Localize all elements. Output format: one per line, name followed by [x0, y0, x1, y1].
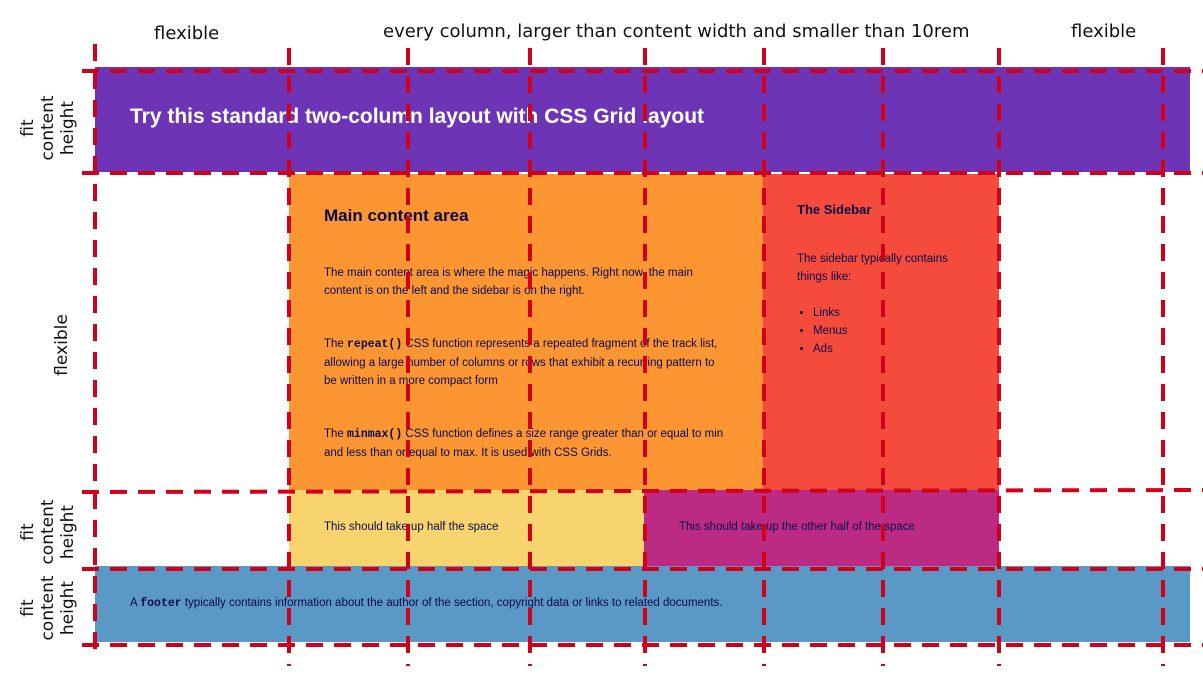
main-paragraph-1: The main content area is where the magic…: [324, 267, 693, 297]
sidebar-area: The Sidebar The sidebar typically contai…: [763, 174, 999, 490]
half-left-area: This should take up half the space: [289, 490, 644, 566]
sidebar-list: Links Menus Ads: [797, 304, 848, 358]
minmax-code: minmax(): [347, 428, 403, 441]
repeat-code: repeat(): [347, 338, 403, 351]
half-left-text: This should take up half the space: [324, 521, 499, 533]
half-right-area: This should take up the other half of th…: [644, 490, 999, 566]
sidebar-text: The sidebar typically contains things li…: [797, 253, 948, 283]
footer-area: A footer typically contains information …: [95, 566, 1190, 642]
main-paragraph-3: The minmax() CSS function defines a size…: [324, 428, 724, 459]
header-area: Try this standard two-column layout with…: [95, 67, 1190, 172]
main-paragraph-2: The repeat() CSS function represents a r…: [324, 338, 718, 387]
header-title: Try this standard two-column layout with…: [130, 105, 705, 128]
footer-code: footer: [140, 597, 182, 610]
annotation-footer-row: fit content height: [18, 575, 78, 641]
main-heading: Main content area: [324, 206, 469, 225]
annotation-halves-row: fit content height: [18, 499, 78, 565]
sidebar-item-ads: Ads: [813, 340, 848, 358]
sidebar-item-links: Links: [813, 304, 848, 322]
annotation-left-flexible: flexible: [154, 23, 220, 44]
half-right-text: This should take up the other half of th…: [679, 521, 915, 533]
sidebar-heading: The Sidebar: [797, 202, 872, 217]
footer-text: A footer typically contains information …: [130, 597, 723, 610]
annotation-main-row: flexible: [52, 314, 72, 376]
sidebar-item-menus: Menus: [813, 322, 848, 340]
main-content-area: Main content area The main content area …: [289, 174, 763, 490]
annotation-header-row: fit content height: [18, 95, 78, 161]
annotation-right-flexible: flexible: [1071, 21, 1137, 42]
annotation-columns-minmax: every column, larger than content width …: [383, 21, 970, 42]
